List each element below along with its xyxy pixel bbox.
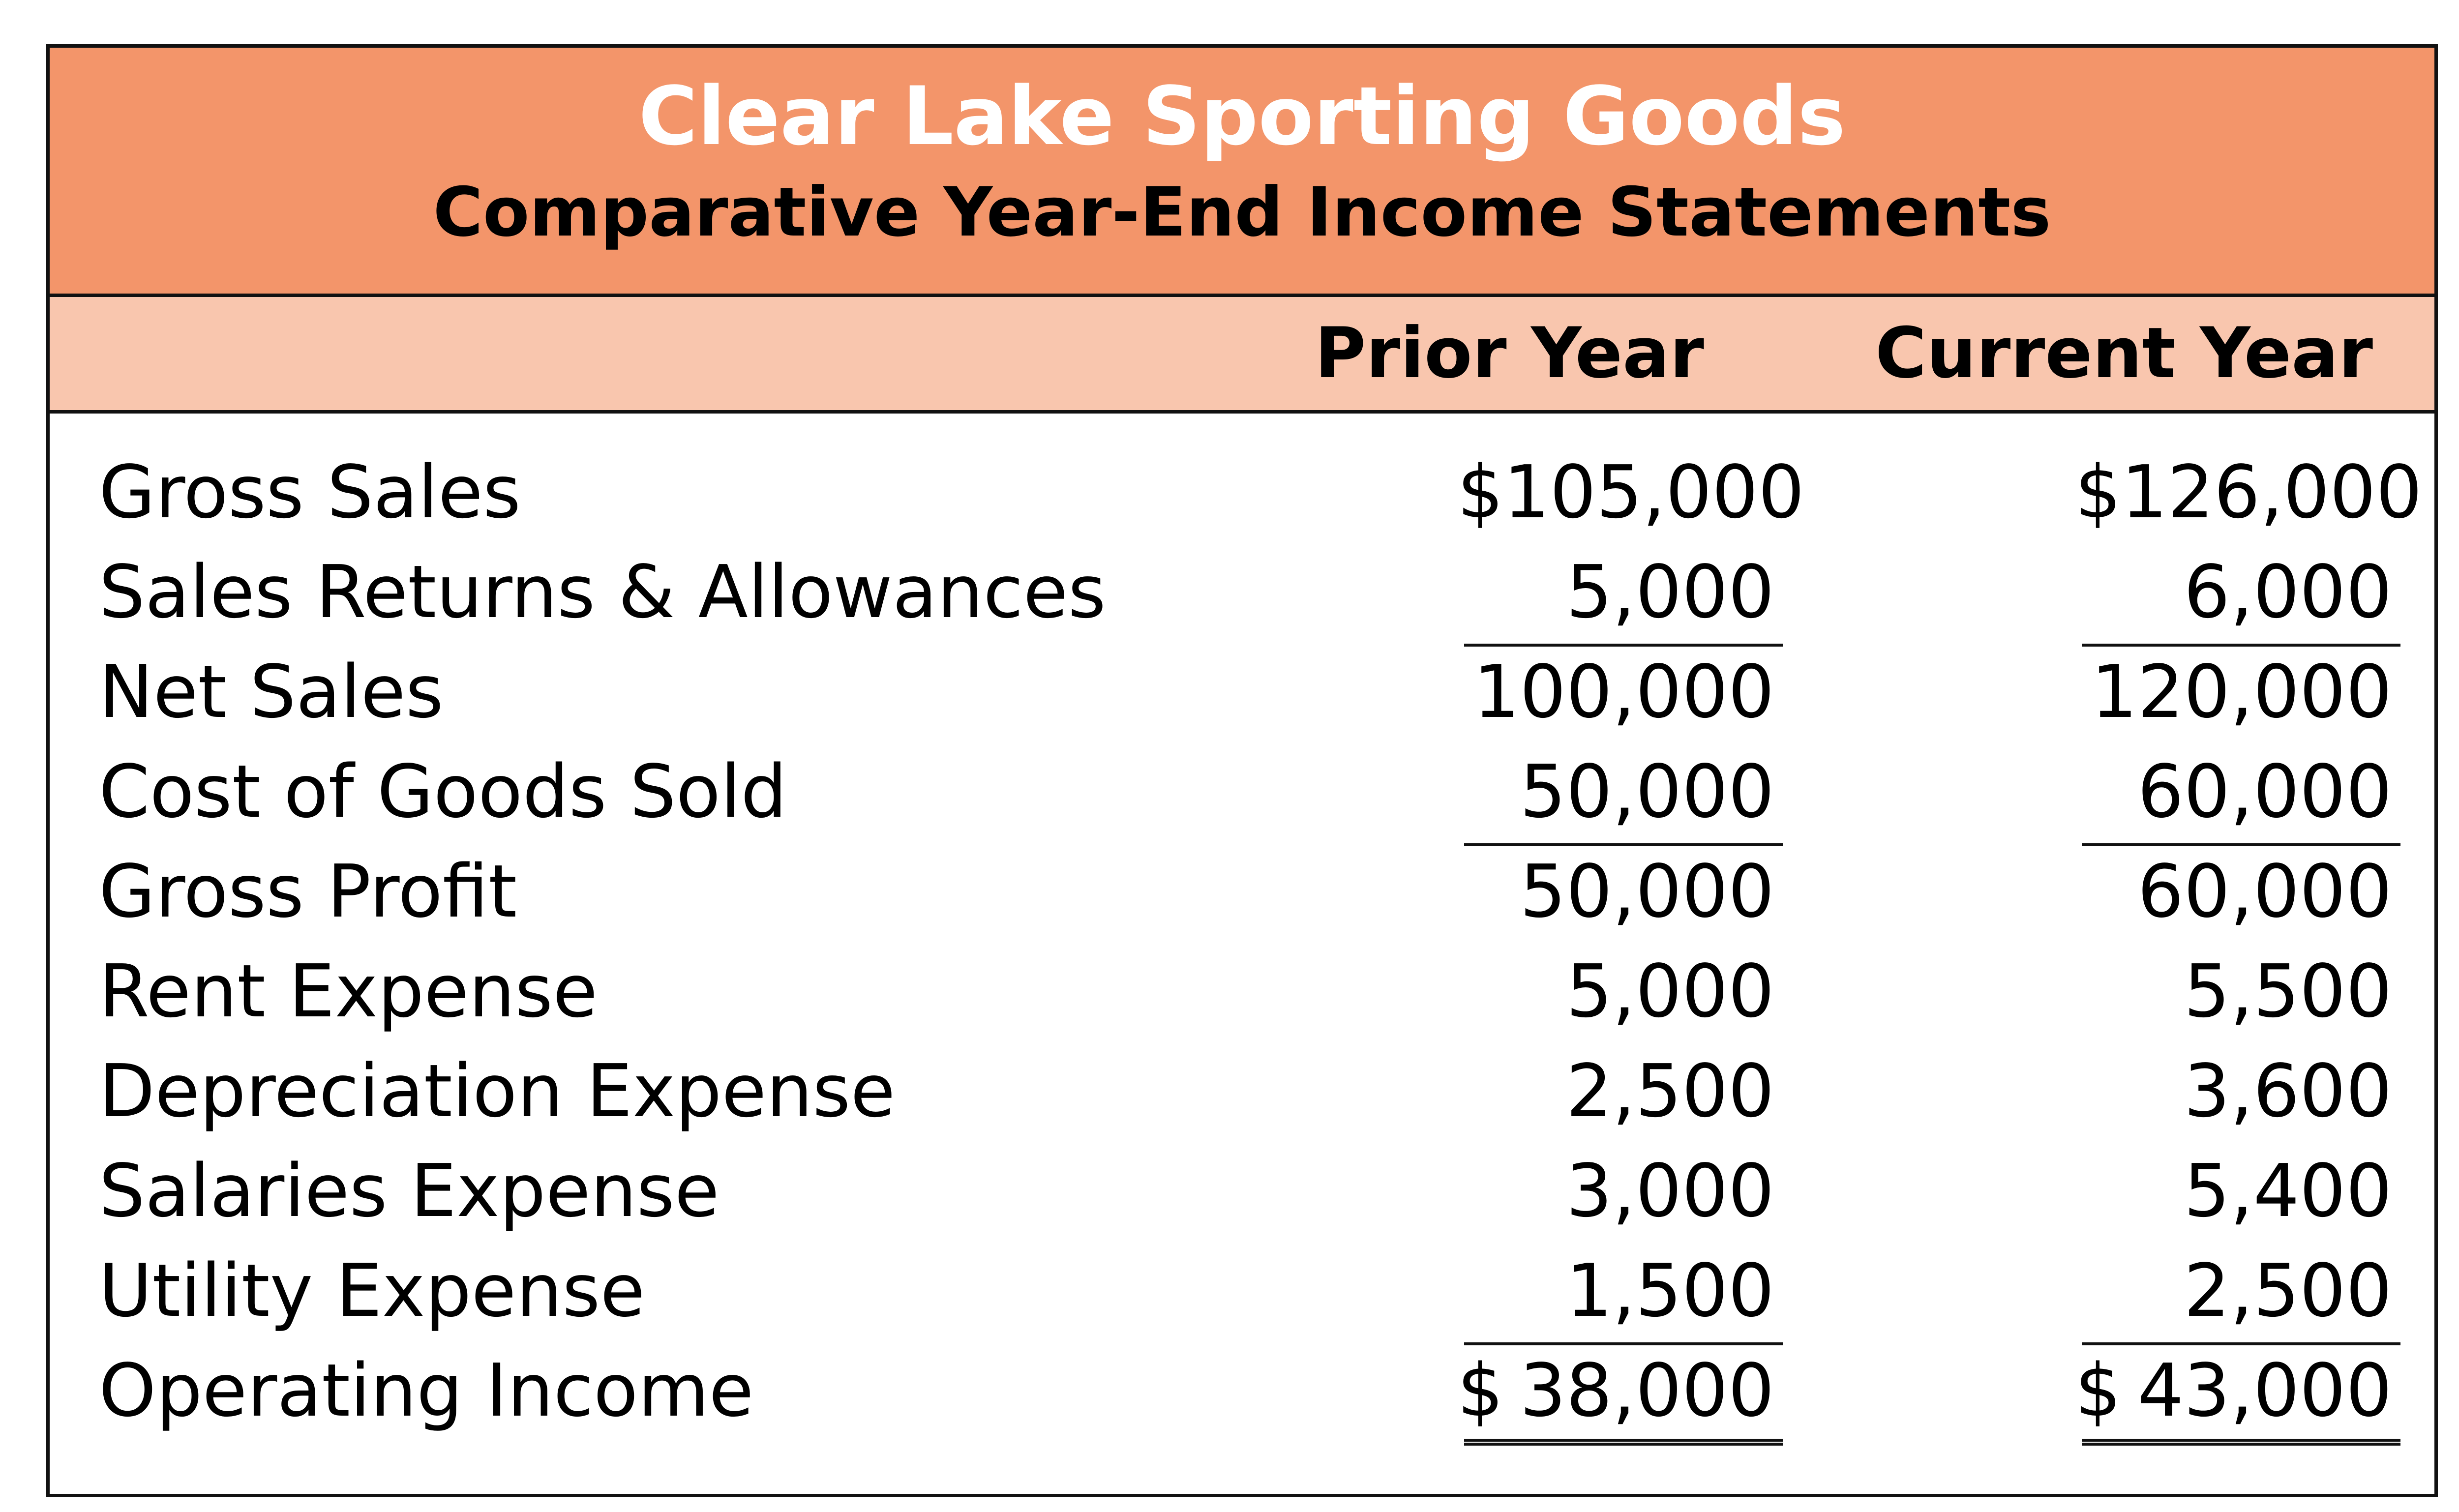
row-operating-income: Operating Income $ 38,000 $ 43,000 — [50, 1336, 2434, 1436]
current-amount: 2,500 — [2184, 1248, 2392, 1333]
prior-amount: $ 38,000 — [1457, 1347, 1774, 1435]
row-cost-of-goods-sold: Cost of Goods Sold 50,000 60,000 — [50, 738, 2434, 837]
row-label: Rent Expense — [99, 949, 598, 1034]
prior-amount: 50,000 — [1520, 849, 1774, 934]
row-rent-expense: Rent Expense 5,000 5,500 — [50, 937, 2434, 1037]
row-label: Cost of Goods Sold — [99, 749, 787, 834]
amount-value: 38,000 — [1520, 1348, 1774, 1433]
current-amount: $126,000 — [2075, 450, 2423, 534]
current-amount: 5,500 — [2184, 949, 2392, 1034]
current-amount: 5,400 — [2184, 1149, 2392, 1233]
current-amount: 3,600 — [2184, 1049, 2392, 1133]
current-amount: $ 43,000 — [2075, 1347, 2392, 1435]
subtotal-rule-prior — [1464, 1342, 1783, 1345]
prior-amount: $105,000 — [1457, 450, 1805, 534]
currency-symbol: $ — [1457, 1348, 1504, 1433]
row-label: Salaries Expense — [99, 1149, 720, 1233]
title-banner: Clear Lake Sporting Goods Comparative Ye… — [50, 48, 2434, 297]
row-label: Depreciation Expense — [99, 1049, 896, 1133]
prior-amount: 5,000 — [1566, 550, 1774, 634]
row-net-sales: Net Sales 100,000 120,000 — [50, 638, 2434, 738]
subtotal-rule-current — [2082, 1342, 2400, 1345]
row-salaries-expense: Salaries Expense 3,000 5,400 — [50, 1137, 2434, 1237]
row-depreciation-expense: Depreciation Expense 2,500 3,600 — [50, 1037, 2434, 1137]
company-name: Clear Lake Sporting Goods — [638, 69, 1846, 163]
prior-amount: 2,500 — [1566, 1049, 1774, 1133]
row-sales-returns: Sales Returns & Allowances 5,000 6,000 — [50, 538, 2434, 638]
amount-value: 43,000 — [2137, 1348, 2392, 1433]
prior-amount: 100,000 — [1473, 650, 1774, 734]
column-header-row: Prior Year Current Year — [50, 297, 2434, 414]
prior-amount: 3,000 — [1566, 1149, 1774, 1233]
current-amount: 60,000 — [2137, 849, 2392, 934]
current-amount: 6,000 — [2184, 550, 2392, 634]
row-utility-expense: Utility Expense 1,500 2,500 — [50, 1237, 2434, 1336]
total-double-rule-prior — [1464, 1439, 1783, 1446]
row-label: Sales Returns & Allowances — [99, 550, 1106, 634]
current-year-header: Current Year — [1875, 313, 2373, 394]
prior-amount: 1,500 — [1566, 1248, 1774, 1333]
subtotal-rule-prior — [1464, 644, 1783, 647]
currency-symbol: $ — [2075, 1348, 2122, 1433]
prior-amount: 50,000 — [1520, 749, 1774, 834]
current-amount: 120,000 — [2091, 650, 2392, 734]
current-amount: 60,000 — [2137, 749, 2392, 834]
income-statement: Clear Lake Sporting Goods Comparative Ye… — [46, 44, 2438, 1497]
row-label: Operating Income — [99, 1348, 754, 1433]
subtotal-rule-current — [2082, 843, 2400, 846]
subtotal-rule-prior — [1464, 843, 1783, 846]
row-label: Net Sales — [99, 650, 444, 734]
total-double-rule-current — [2082, 1439, 2400, 1446]
prior-year-header: Prior Year — [1315, 313, 1704, 394]
row-label: Gross Profit — [99, 849, 517, 934]
row-gross-sales: Gross Sales $105,000 $126,000 — [50, 438, 2434, 538]
subtotal-rule-current — [2082, 644, 2400, 647]
row-gross-profit: Gross Profit 50,000 60,000 — [50, 837, 2434, 937]
prior-amount: 5,000 — [1566, 949, 1774, 1034]
row-label: Gross Sales — [99, 450, 521, 534]
row-label: Utility Expense — [99, 1248, 645, 1333]
statement-title: Comparative Year-End Income Statements — [433, 173, 2051, 252]
